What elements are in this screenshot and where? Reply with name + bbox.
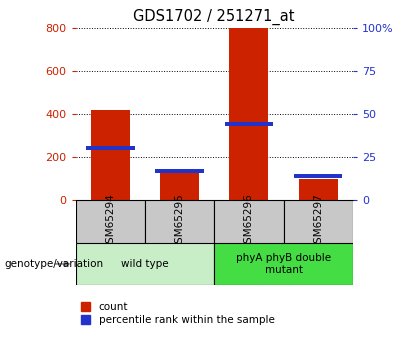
Text: GSM65294: GSM65294 <box>105 193 115 250</box>
Bar <box>145 200 214 243</box>
Bar <box>86 146 134 150</box>
Bar <box>225 122 273 126</box>
Bar <box>284 200 353 243</box>
Bar <box>229 28 268 200</box>
Legend: count, percentile rank within the sample: count, percentile rank within the sample <box>81 302 274 325</box>
Bar <box>91 110 130 200</box>
Text: GSM65296: GSM65296 <box>244 193 254 250</box>
Text: wild type: wild type <box>121 259 169 269</box>
Bar <box>294 174 342 178</box>
Bar <box>155 169 204 173</box>
Bar <box>160 172 199 200</box>
Bar <box>299 179 338 200</box>
Text: genotype/variation: genotype/variation <box>4 259 103 269</box>
Title: GDS1702 / 251271_at: GDS1702 / 251271_at <box>134 9 295 25</box>
Text: phyA phyB double
mutant: phyA phyB double mutant <box>236 253 331 275</box>
Text: GSM65297: GSM65297 <box>313 193 323 250</box>
Bar <box>76 243 214 285</box>
Bar <box>76 200 145 243</box>
Text: GSM65295: GSM65295 <box>175 193 184 250</box>
Bar <box>214 243 353 285</box>
Bar <box>214 200 284 243</box>
